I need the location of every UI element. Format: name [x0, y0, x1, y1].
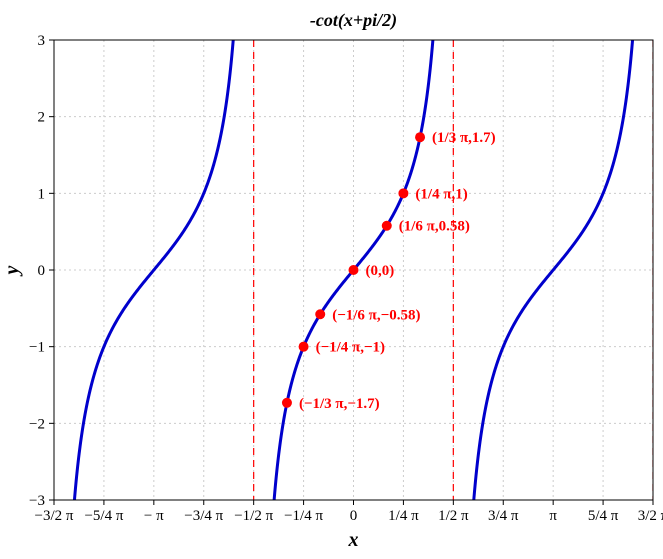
point-marker	[349, 265, 359, 275]
x-axis-label: x	[348, 529, 359, 551]
point-label: (0,0)	[366, 263, 395, 279]
y-tick-label: −1	[29, 340, 45, 356]
x-tick-label: 0	[350, 508, 358, 524]
x-tick-label: 3/2 π	[638, 508, 663, 524]
chart-title: -cot(x+pi/2)	[310, 10, 397, 31]
y-tick-label: 3	[38, 33, 46, 49]
x-tick-label: −1/2 π	[234, 508, 273, 524]
x-tick-label: 3/4 π	[488, 508, 519, 524]
point-label: (−1/6 π,−0.58)	[332, 307, 420, 323]
x-tick-label: π	[549, 508, 557, 524]
point-label: (1/4 π,1)	[415, 186, 467, 202]
x-tick-label: −1/4 π	[284, 508, 323, 524]
chart-svg: (1/3 π,1.7) (1/4 π,1) (1/6 π,0.58) (0,0) (−1…	[0, 0, 663, 559]
x-tick-label: −3/2 π	[35, 508, 74, 524]
x-tick-label: −5/4 π	[84, 508, 123, 524]
point-label: (−1/3 π,−1.7)	[299, 396, 380, 412]
x-tick-label: 1/2 π	[438, 508, 469, 524]
y-tick-label: −2	[29, 416, 45, 432]
y-tick-label: 0	[38, 263, 46, 279]
y-tick-label: 2	[38, 110, 46, 126]
point-marker	[315, 309, 325, 319]
y-axis-label: y	[1, 265, 23, 276]
point-marker	[382, 221, 392, 231]
point-marker	[282, 398, 292, 408]
point-marker	[415, 132, 425, 142]
point-label: (−1/4 π,−1)	[316, 340, 385, 356]
y-tick-label: −3	[29, 493, 45, 509]
x-tick-label: − π	[144, 508, 164, 524]
point-label: (1/3 π,1.7)	[432, 130, 496, 146]
point-marker	[398, 188, 408, 198]
x-tick-label: 5/4 π	[588, 508, 619, 524]
point-marker	[299, 342, 309, 352]
chart-container: (1/3 π,1.7) (1/4 π,1) (1/6 π,0.58) (0,0) (−1…	[0, 0, 663, 559]
x-tick-label: 1/4 π	[388, 508, 419, 524]
x-tick-label: −3/4 π	[184, 508, 223, 524]
y-tick-label: 1	[38, 186, 46, 202]
point-label: (1/6 π,0.58)	[399, 219, 470, 235]
